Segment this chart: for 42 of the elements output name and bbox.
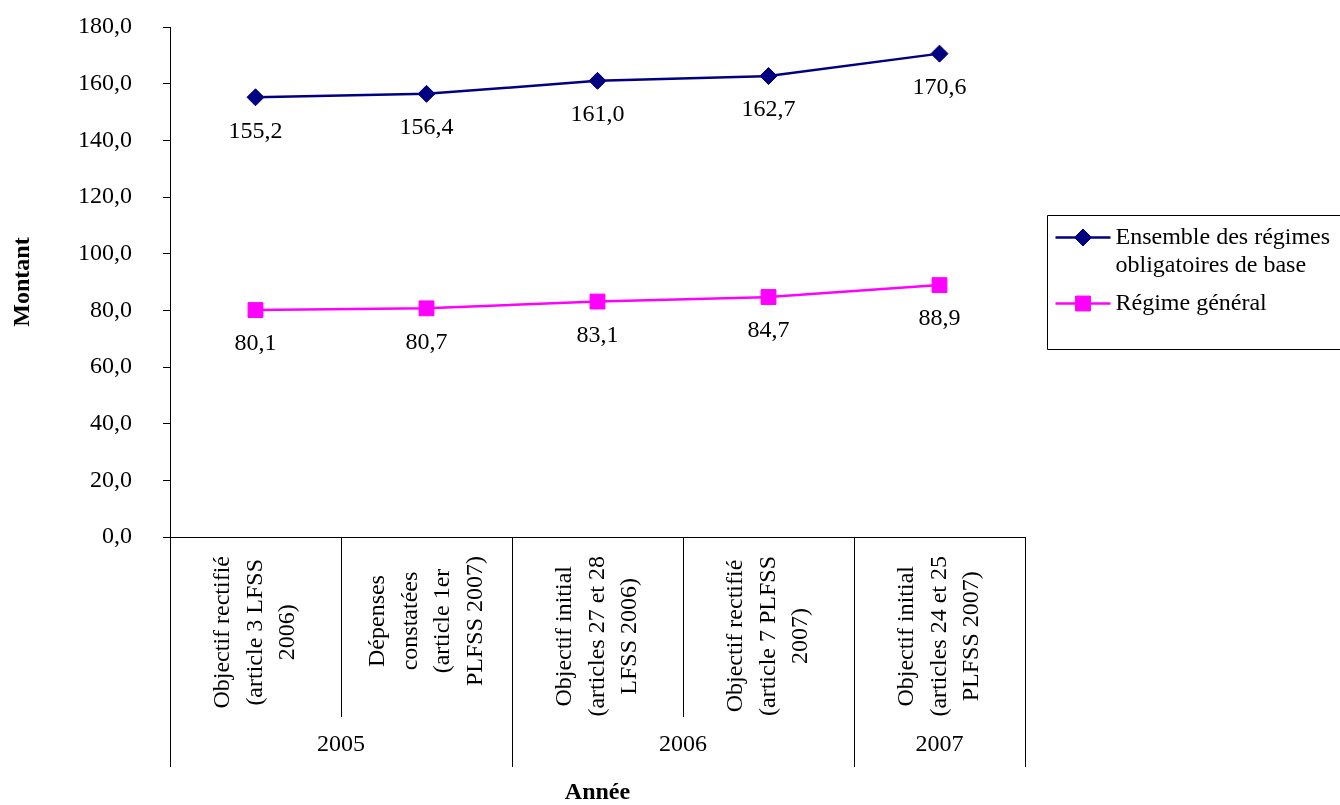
y-tick-label: 140,0: [78, 125, 132, 152]
x-tick-label: Objectif rectifié (article 3 LFSS 2006): [208, 556, 300, 709]
data-label: 84,7: [747, 316, 790, 343]
data-label: 156,4: [399, 113, 454, 140]
y-tick-label: 160,0: [78, 68, 132, 95]
text: 2005: [317, 730, 365, 757]
data-label: 80,1: [234, 329, 277, 356]
y-tick-label: 120,0: [78, 182, 132, 209]
point: [247, 302, 264, 318]
y-tick-label: 40,0: [90, 408, 132, 435]
x-tick-label: Dépenses constatées (article 1er PLFSS 2007): [363, 556, 487, 687]
point: [417, 84, 436, 103]
point: [246, 88, 265, 107]
point: [760, 289, 777, 305]
data-label: 170,6: [912, 72, 967, 99]
x-tick-label: Objectif initial (articles 24 et 25 PLFSS 2007): [892, 556, 984, 717]
legend-label: Régime général: [1115, 288, 1268, 315]
y-tick-label: 60,0: [90, 352, 132, 379]
x-axis-title: Année: [564, 778, 631, 805]
point: [930, 44, 949, 63]
x-tick-label: Objectif initial (articles 27 et 28 LFSS 2006): [550, 556, 642, 717]
y-tick-label: 100,0: [78, 238, 132, 265]
text: 2006: [659, 730, 707, 757]
data-label: 161,0: [570, 100, 625, 127]
y-tick-label: 0,0: [102, 522, 132, 549]
y-tick-label: 20,0: [90, 465, 132, 492]
point: [588, 71, 607, 90]
point: [418, 300, 435, 317]
data-label: 155,2: [228, 116, 283, 143]
data-label: 88,9: [918, 304, 961, 331]
y-tick-label: 180,0: [78, 12, 132, 39]
point: [931, 277, 948, 294]
legend-label: Ensemble des régimes obligatoires de base: [1115, 222, 1331, 277]
y-axis-title: Montant: [7, 237, 34, 327]
point: [589, 293, 606, 310]
data-label: 83,1: [576, 320, 619, 347]
data-label: 162,7: [741, 95, 796, 122]
point: [759, 67, 778, 86]
y-tick-label: 80,0: [90, 295, 132, 322]
text: 2007: [915, 730, 964, 757]
x-tick-label: Objectif rectifié (article 7 PLFSS 2007): [721, 556, 813, 716]
data-label: 80,7: [405, 327, 448, 354]
